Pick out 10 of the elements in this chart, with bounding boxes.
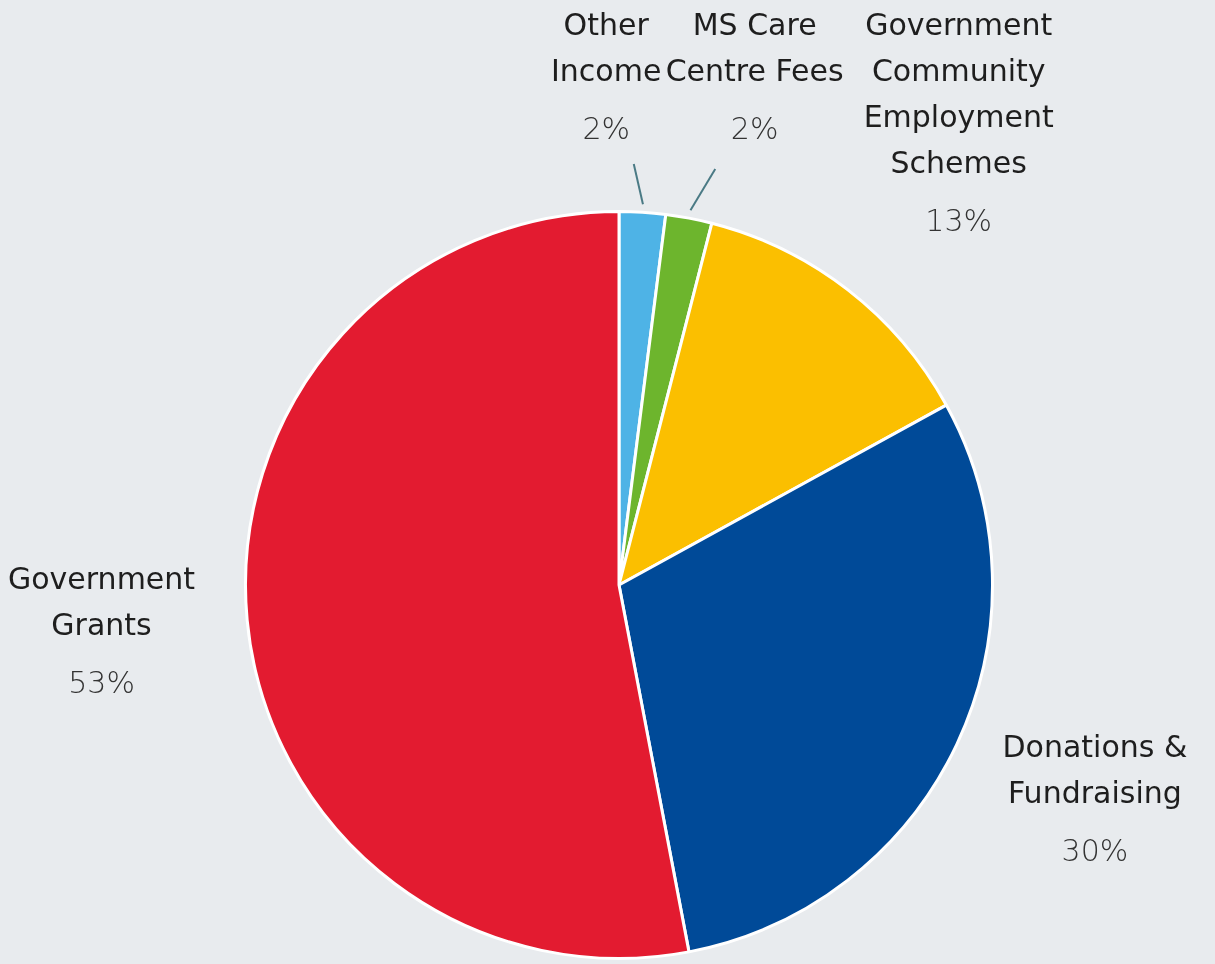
slice-label: Other Income bbox=[551, 6, 662, 88]
data-label: 2% bbox=[582, 110, 630, 146]
data-label: 2% bbox=[730, 110, 779, 146]
slice-label: MS Care Centre Fees bbox=[665, 6, 844, 88]
data-label: 13% bbox=[925, 202, 993, 238]
slice-label: Government Community Employment Schemes bbox=[863, 6, 1055, 180]
slice-label: Donations & Fundraising bbox=[1002, 729, 1188, 811]
data-label: 53% bbox=[68, 664, 135, 700]
slice-label: Government Grants bbox=[8, 560, 196, 642]
data-label: 30% bbox=[1061, 833, 1129, 869]
